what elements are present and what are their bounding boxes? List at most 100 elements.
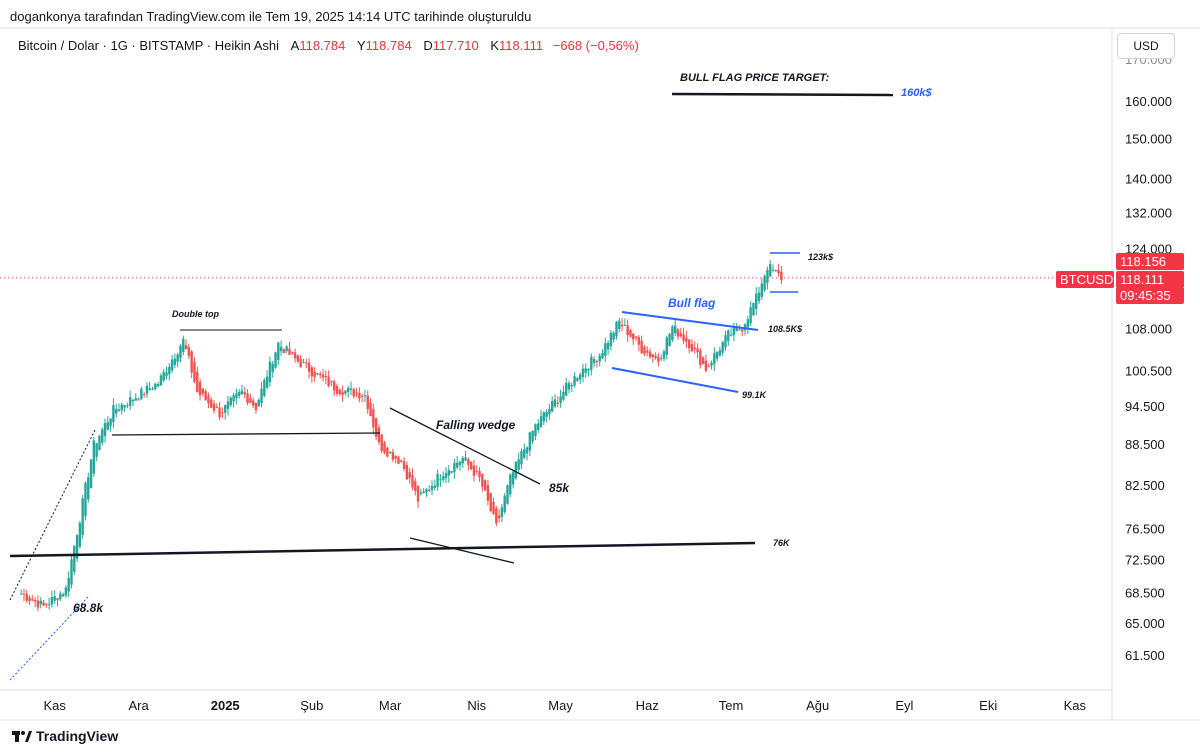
- level-123k-label: 123k$: [808, 252, 834, 262]
- y-tick-label: 160.000: [1125, 94, 1172, 109]
- candle-body: [355, 392, 358, 394]
- candle-body: [587, 369, 590, 371]
- candle-body: [296, 355, 300, 362]
- candle-body: [126, 405, 129, 407]
- x-tick-label: 2025: [211, 698, 240, 713]
- target-160k-label: 160k$: [901, 87, 932, 99]
- bull-flag-label: Bull flag: [668, 296, 716, 310]
- y-tick-label: 94.500: [1125, 399, 1165, 414]
- candle-body: [279, 346, 283, 352]
- candle-body: [333, 381, 336, 391]
- candle-body: [752, 303, 755, 316]
- candle-body: [327, 376, 330, 386]
- candle-body: [84, 483, 87, 517]
- high-value: 118.784: [365, 38, 412, 53]
- candle-body: [196, 371, 199, 393]
- candle-body: [699, 350, 702, 365]
- candle-body: [492, 501, 495, 515]
- candle-body: [358, 392, 361, 399]
- candle-body: [548, 409, 551, 415]
- x-tick-label: Şub: [300, 698, 323, 713]
- candle-body: [73, 545, 76, 572]
- candle-body: [701, 357, 705, 364]
- candle-body: [486, 485, 490, 501]
- candle-body: [360, 395, 364, 397]
- candle-body: [646, 350, 649, 353]
- candle-body: [531, 430, 534, 442]
- candle-body: [257, 399, 260, 407]
- candle-body: [226, 401, 230, 409]
- candle-body: [766, 269, 769, 284]
- candle-body: [425, 489, 428, 493]
- candle-body: [87, 477, 90, 500]
- candle-body: [377, 427, 381, 443]
- candle-body: [676, 329, 680, 337]
- candle-body: [483, 480, 487, 491]
- candle-body: [654, 355, 657, 359]
- currency-button[interactable]: USD: [1117, 33, 1175, 59]
- x-tick-label: Kas: [44, 698, 67, 713]
- candle-body: [511, 472, 515, 485]
- candle-body: [612, 332, 615, 340]
- candle-body: [559, 396, 562, 403]
- candle-body: [61, 594, 65, 597]
- candle-body: [391, 452, 395, 460]
- candle-body: [411, 474, 414, 488]
- candle-body: [447, 470, 450, 476]
- candle-body: [514, 461, 518, 479]
- price-tag-countdown: 09:45:35: [1120, 288, 1171, 303]
- candle-body: [380, 434, 383, 451]
- candle-body: [268, 361, 272, 383]
- candle-body: [277, 342, 280, 361]
- candle-body: [162, 371, 165, 381]
- symbol-info-bar: Bitcoin / Dolar · 1G · BITSTAMP · Heikin…: [18, 38, 639, 53]
- candle-body: [662, 351, 666, 359]
- candle-body: [453, 463, 456, 472]
- candle-body: [606, 342, 610, 350]
- candle-body: [578, 374, 582, 380]
- candle-body: [70, 559, 73, 585]
- candle-body: [497, 515, 501, 519]
- candle-body: [184, 345, 188, 349]
- y-tick-label: 150.000: [1125, 131, 1172, 146]
- candle-body: [570, 385, 573, 387]
- candle-body: [777, 270, 780, 274]
- candle-body: [604, 343, 607, 356]
- candle-body: [442, 476, 445, 480]
- candle-body: [319, 373, 322, 376]
- candle-body: [481, 474, 484, 487]
- candle-body: [75, 535, 79, 559]
- candle-body: [469, 461, 473, 470]
- candle-body: [45, 603, 48, 606]
- high-label: Y: [357, 38, 366, 53]
- symbol-name[interactable]: Bitcoin / Dolar · 1G · BITSTAMP · Heikin…: [18, 38, 280, 53]
- candle-body: [478, 470, 481, 478]
- candle-body: [210, 399, 213, 408]
- x-tick-label: Ara: [128, 698, 149, 713]
- candle-body: [567, 383, 571, 390]
- level-85k-label: 85k: [549, 481, 570, 495]
- candle-body: [472, 465, 476, 476]
- candle-body: [349, 388, 353, 390]
- candle-body: [601, 352, 604, 359]
- candle-body: [31, 599, 34, 601]
- candle-body: [78, 523, 82, 547]
- x-tick-label: Nis: [467, 698, 486, 713]
- candle-body: [405, 464, 409, 480]
- candle-body: [623, 324, 627, 326]
- falling-wedge-lower-line: [409, 537, 515, 564]
- candle-body: [634, 336, 638, 338]
- candle-body: [288, 348, 291, 355]
- candle-body: [475, 470, 478, 472]
- candle-body: [335, 385, 339, 394]
- candle-body: [324, 375, 328, 378]
- candle-body: [760, 283, 764, 297]
- candle-body: [592, 359, 596, 364]
- candle-body: [721, 341, 724, 353]
- candle-body: [615, 322, 618, 337]
- candle-body: [128, 397, 132, 406]
- candle-body: [643, 346, 646, 355]
- candle-body: [660, 358, 663, 360]
- candle-body: [408, 472, 411, 478]
